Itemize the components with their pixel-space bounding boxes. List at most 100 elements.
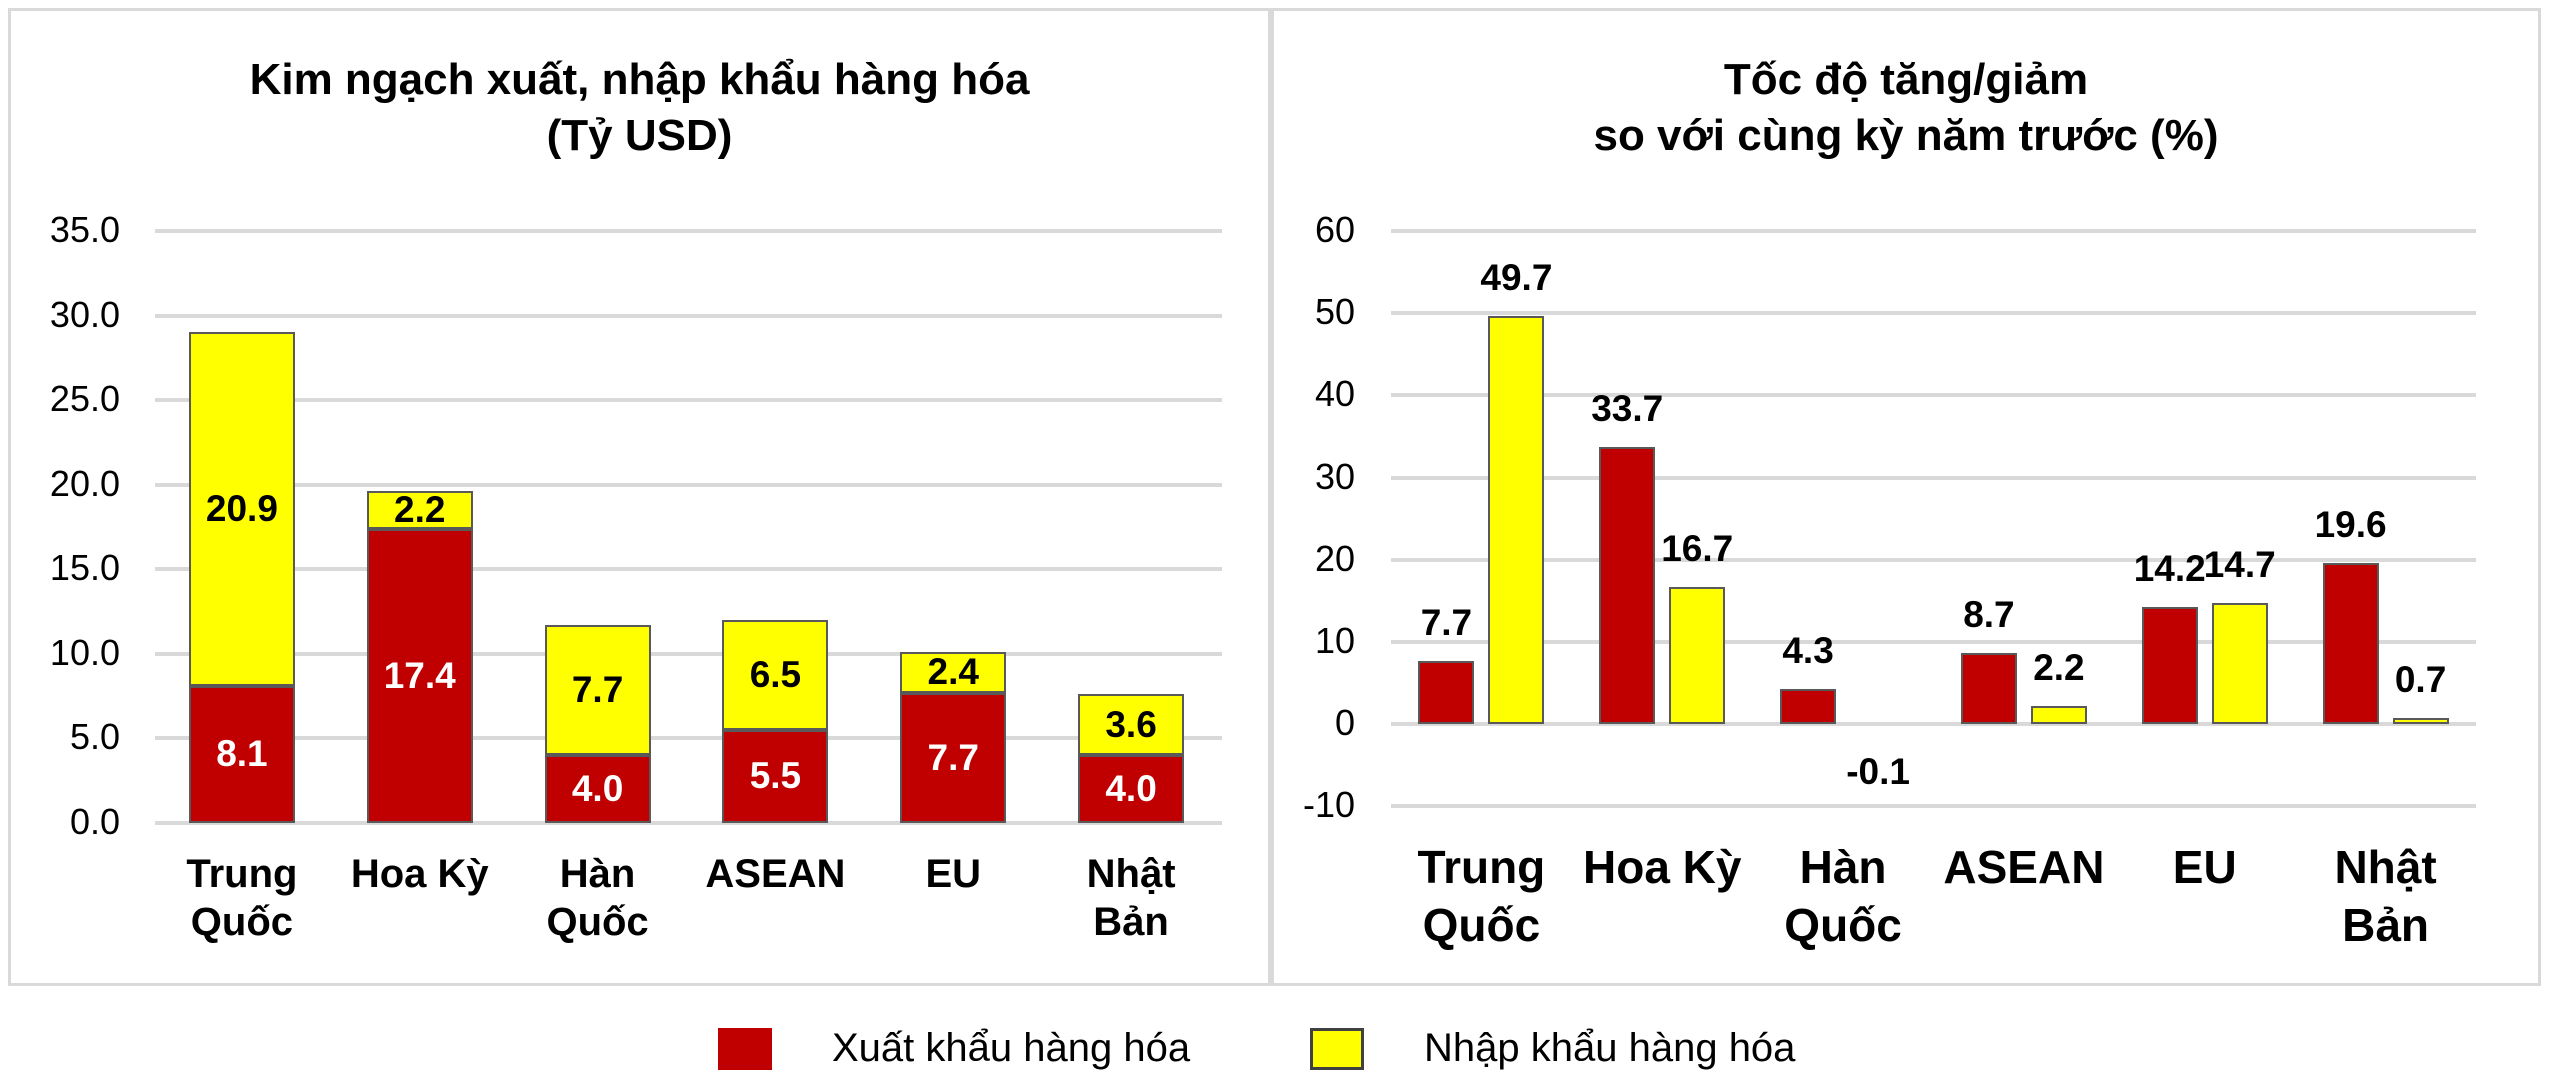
- right-category-label: Hoa Kỳ: [1583, 841, 1742, 893]
- legend-item-export: Xuất khẩu hàng hóa: [718, 1026, 1190, 1071]
- left-import-value: 6.5: [749, 654, 802, 695]
- right-y-tick: 50: [1314, 291, 1355, 333]
- left-export-value: 17.4: [383, 654, 456, 696]
- left-y-tick: 30.0: [49, 293, 120, 335]
- left-y-tick: 5.0: [69, 716, 120, 758]
- right-y-tick: 20: [1314, 537, 1355, 579]
- right-bar-export: [1418, 660, 1475, 724]
- left-bar-import: [900, 652, 1007, 693]
- left-y-tick: 35.0: [49, 209, 120, 250]
- left-import-value: 2.2: [394, 489, 446, 531]
- left-import-value: 2.4: [927, 651, 979, 693]
- right-gridline: [1391, 639, 2476, 644]
- left-gridline: [155, 229, 1222, 233]
- left-import-value: 7.7: [571, 669, 624, 711]
- right-export-value: 33.7: [1591, 388, 1664, 430]
- right-bar-import: [2392, 718, 2449, 724]
- legend-item-import: Nhập khẩu hàng hóa: [1310, 1026, 1795, 1071]
- left-y-tick: 15.0: [49, 547, 120, 589]
- right-gridline: [1391, 722, 2476, 726]
- right-export-value: 7.7: [1420, 601, 1473, 643]
- left-category-label: EU: [925, 852, 982, 896]
- left-y-tick: 25.0: [49, 378, 120, 420]
- left-y-tick: 10.0: [49, 631, 120, 673]
- left-gridline: [155, 482, 1222, 487]
- right-import-value: 14.7: [2203, 544, 2276, 586]
- left-gridline: [155, 651, 1222, 656]
- left-export-value: 7.7: [927, 736, 979, 778]
- right-y-tick: 60: [1314, 209, 1355, 250]
- right-chart-panel: [1271, 8, 2541, 986]
- right-gridline: [1391, 393, 2476, 398]
- left-import-value: 20.9: [205, 488, 278, 530]
- left-gridline: [155, 398, 1222, 403]
- left-export-value: 5.5: [749, 755, 802, 797]
- right-export-value: 8.7: [1963, 593, 2015, 635]
- right-bar-export: [1599, 447, 1656, 724]
- left-category-label: Trung Quốc: [186, 852, 298, 944]
- right-bar-import: [1669, 586, 1726, 724]
- left-bar-export: [1078, 755, 1185, 823]
- right-y-tick: -10: [1302, 784, 1355, 826]
- right-chart-title: Tốc độ tăng/giảm so với cùng kỳ năm trướ…: [1593, 55, 2219, 160]
- left-gridline: [155, 313, 1222, 318]
- left-export-value: 4.0: [571, 768, 624, 810]
- right-gridline: [1391, 311, 2476, 316]
- right-bar-export: [1780, 688, 1837, 724]
- right-export-value: 14.2: [2133, 548, 2206, 590]
- left-bar-export: [900, 692, 1007, 823]
- left-bar-import: [722, 620, 829, 730]
- left-y-tick: 20.0: [49, 462, 120, 504]
- right-bar-export: [2141, 607, 2198, 724]
- legend-label-import: Nhập khẩu hàng hóa: [1424, 1026, 1796, 1070]
- right-export-value: 4.3: [1782, 629, 1834, 671]
- right-export-value: 19.6: [2314, 503, 2387, 545]
- left-bar-import: [1078, 694, 1185, 756]
- left-category-label: Hoa Kỳ: [350, 852, 489, 896]
- right-import-value: 16.7: [1661, 527, 1734, 569]
- legend-swatch-import: [1310, 1027, 1364, 1070]
- right-y-tick: 0: [1334, 702, 1355, 743]
- right-bar-import: [1488, 315, 1545, 724]
- right-gridline: [1391, 804, 2476, 809]
- left-chart-title: Kim ngạch xuất, nhập khẩu hàng hóa (Tỷ U…: [249, 55, 1030, 160]
- right-import-value: 0.7: [2394, 659, 2447, 701]
- right-bar-export: [2322, 562, 2379, 724]
- right-y-tick: 30: [1314, 455, 1355, 497]
- left-import-value: 3.6: [1105, 703, 1157, 745]
- right-category-label: Trung Quốc: [1417, 841, 1546, 951]
- left-y-tick: 0.0: [69, 801, 120, 842]
- left-gridline: [155, 567, 1222, 572]
- right-y-tick: 10: [1314, 619, 1355, 661]
- right-category-label: ASEAN: [1943, 841, 2105, 893]
- left-category-label: ASEAN: [705, 852, 846, 896]
- left-gridline: [155, 821, 1222, 825]
- right-gridline: [1391, 475, 2476, 480]
- left-bar-export: [722, 729, 829, 823]
- left-bar-import: [366, 491, 473, 529]
- left-bar-export: [366, 528, 473, 823]
- left-category-label: Hàn Quốc: [546, 852, 649, 944]
- left-bar-import: [188, 332, 295, 686]
- right-import-value: 2.2: [2033, 646, 2085, 688]
- left-export-value: 4.0: [1105, 768, 1157, 810]
- legend-swatch-export: [718, 1027, 772, 1070]
- left-bar-import: [544, 625, 651, 756]
- right-category-label: EU: [2172, 841, 2237, 893]
- legend-label-export: Xuất khẩu hàng hóa: [832, 1026, 1191, 1070]
- left-gridline: [155, 736, 1222, 741]
- right-category-label: Nhật Bản: [2334, 841, 2437, 951]
- left-category-label: Nhật Bản: [1086, 852, 1176, 944]
- right-category-label: Hàn Quốc: [1784, 841, 1902, 951]
- right-import-value: -0.1: [1846, 751, 1910, 792]
- right-y-tick: 40: [1314, 373, 1355, 415]
- right-bar-import: [2211, 603, 2268, 724]
- right-gridline: [1391, 229, 2476, 233]
- right-gridline: [1391, 557, 2476, 562]
- left-export-value: 8.1: [216, 733, 268, 775]
- right-import-value: 49.7: [1480, 256, 1553, 298]
- right-bar-import: [2030, 705, 2087, 724]
- left-bar-export: [188, 685, 295, 823]
- right-bar-export: [1960, 652, 2017, 724]
- left-bar-export: [544, 755, 651, 823]
